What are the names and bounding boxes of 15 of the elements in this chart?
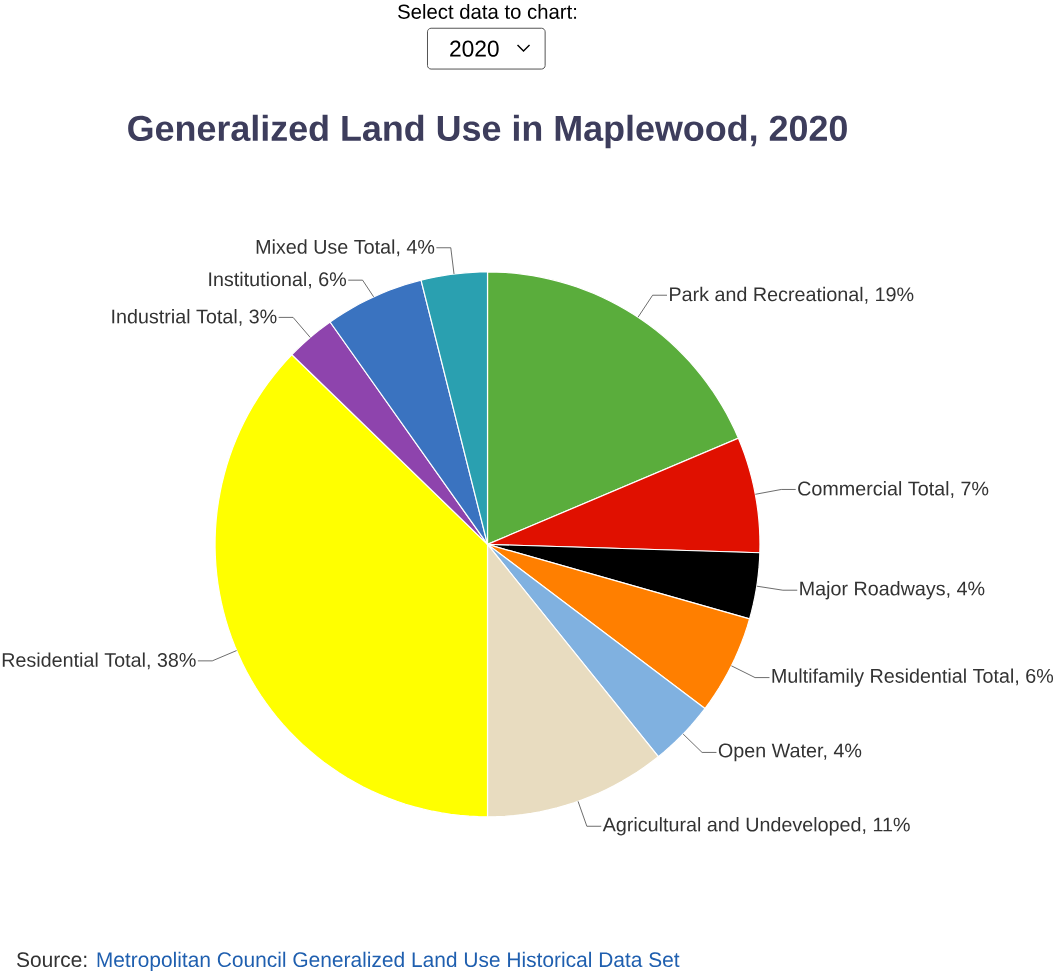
slice-label: Mixed Use Total, 4% bbox=[256, 239, 435, 257]
slice-label: Park and Recreational, 19% bbox=[670, 286, 914, 304]
slice-label: Open Water, 4% bbox=[718, 743, 862, 762]
slice-label: Agricultural and Undeveloped, 11% bbox=[602, 816, 910, 836]
slice-label: Commercial Total, 7% bbox=[798, 480, 989, 498]
slice-label: Industrial Total, 3% bbox=[112, 308, 277, 326]
slice-label: Major Roadways, 4% bbox=[800, 580, 985, 600]
text: Metropolitan Council Generalized Land Use Historical Data Set bbox=[97, 951, 680, 971]
slice-label: Residential Total, 38% bbox=[2, 652, 196, 670]
source-note: Source: bbox=[16, 952, 87, 967]
text: Select data to chart: bbox=[398, 3, 577, 19]
slice-label: Multifamily Residential Total, 6% bbox=[772, 668, 1054, 687]
text: 2020 bbox=[450, 40, 499, 57]
slice-label: Institutional, 6% bbox=[209, 271, 347, 289]
chart-title: Generalized Land Use in Maplewood, 2020 bbox=[128, 114, 847, 149]
